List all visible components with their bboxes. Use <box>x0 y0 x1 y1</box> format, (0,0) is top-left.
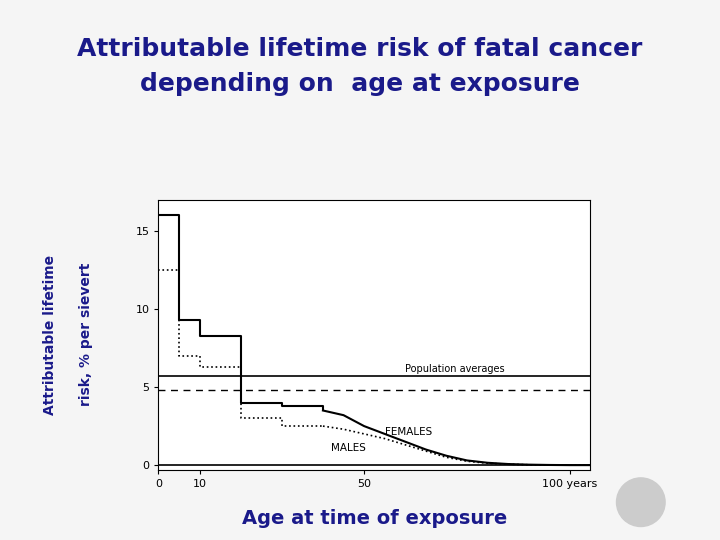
Text: Attributable lifetime: Attributable lifetime <box>43 255 58 415</box>
Text: risk, % per sievert: risk, % per sievert <box>79 263 94 407</box>
Text: depending on  age at exposure: depending on age at exposure <box>140 72 580 96</box>
Text: MALES: MALES <box>331 443 366 453</box>
Text: FEMALES: FEMALES <box>384 427 432 437</box>
Text: Age at time of exposure: Age at time of exposure <box>242 509 507 528</box>
Text: Population averages: Population averages <box>405 364 505 374</box>
Text: Attributable lifetime risk of fatal cancer: Attributable lifetime risk of fatal canc… <box>77 37 643 60</box>
Circle shape <box>616 478 665 526</box>
